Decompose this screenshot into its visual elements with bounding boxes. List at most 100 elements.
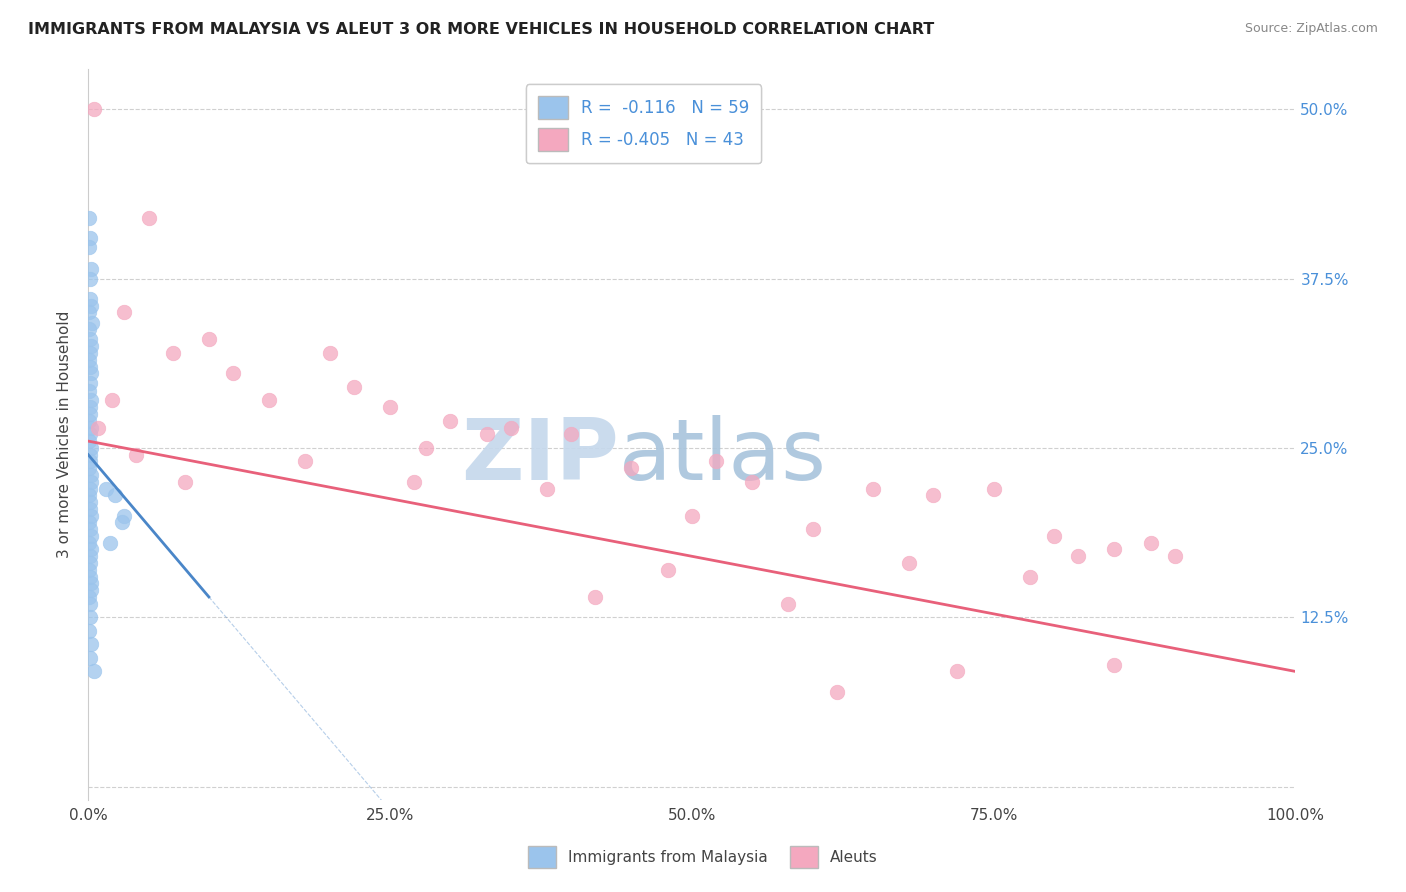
Point	[79, 407, 101, 421]
Point	[98, 535, 121, 549]
Point	[80, 542, 103, 557]
Point	[1164, 549, 1187, 564]
Point	[620, 461, 643, 475]
Point	[79, 448, 101, 462]
Text: ZIP: ZIP	[461, 415, 620, 498]
Point	[825, 685, 848, 699]
Point	[101, 393, 124, 408]
Text: atlas: atlas	[620, 415, 827, 498]
Point	[79, 292, 101, 306]
Point	[79, 401, 101, 415]
Point	[79, 549, 101, 564]
Point	[79, 590, 101, 604]
Point	[79, 384, 101, 398]
Point	[79, 651, 101, 665]
Legend: R =  -0.116   N = 59, R = -0.405   N = 43: R = -0.116 N = 59, R = -0.405 N = 43	[526, 84, 761, 163]
Point	[1018, 569, 1040, 583]
Point	[499, 420, 522, 434]
Point	[79, 420, 101, 434]
Point	[173, 475, 195, 489]
Point	[257, 393, 280, 408]
Point	[922, 488, 945, 502]
Point	[439, 414, 461, 428]
Point	[79, 488, 101, 502]
Point	[80, 508, 103, 523]
Point	[80, 299, 103, 313]
Point	[560, 427, 582, 442]
Point	[79, 376, 101, 390]
Point	[80, 316, 103, 330]
Point	[79, 569, 101, 583]
Point	[79, 495, 101, 509]
Point	[536, 482, 558, 496]
Point	[294, 454, 316, 468]
Point	[657, 563, 679, 577]
Point	[222, 367, 245, 381]
Point	[801, 522, 824, 536]
Point	[79, 305, 101, 319]
Point	[80, 583, 103, 598]
Point	[343, 380, 366, 394]
Point	[96, 482, 118, 496]
Point	[378, 401, 401, 415]
Point	[79, 522, 101, 536]
Point	[79, 454, 101, 468]
Point	[79, 367, 101, 381]
Point	[79, 359, 101, 374]
Point	[111, 516, 134, 530]
Point	[80, 393, 103, 408]
Point	[741, 475, 763, 489]
Point	[198, 333, 221, 347]
Point	[80, 339, 103, 353]
Point	[77, 240, 100, 254]
Point	[862, 482, 884, 496]
Point	[79, 597, 101, 611]
Point	[318, 346, 340, 360]
Point	[83, 665, 105, 679]
Point	[112, 508, 135, 523]
Point	[79, 346, 101, 360]
Point	[404, 475, 426, 489]
Point	[1104, 657, 1126, 672]
Point	[79, 576, 101, 591]
Point	[79, 434, 101, 449]
Point	[162, 346, 184, 360]
Point	[946, 665, 969, 679]
Point	[80, 467, 103, 482]
Point	[79, 271, 101, 285]
Point	[77, 516, 100, 530]
Point	[138, 211, 160, 225]
Point	[79, 610, 101, 624]
Point	[704, 454, 727, 468]
Point	[87, 420, 110, 434]
Point	[77, 461, 100, 475]
Point	[778, 597, 800, 611]
Point	[681, 508, 703, 523]
Point	[79, 333, 101, 347]
Point	[80, 441, 103, 455]
Point	[79, 482, 101, 496]
Point	[79, 211, 101, 225]
Point	[80, 637, 103, 651]
Point	[77, 352, 100, 367]
Point	[104, 488, 127, 502]
Point	[79, 262, 101, 277]
Point	[79, 529, 101, 543]
Point	[83, 102, 105, 116]
Text: IMMIGRANTS FROM MALAYSIA VS ALEUT 3 OR MORE VEHICLES IN HOUSEHOLD CORRELATION CH: IMMIGRANTS FROM MALAYSIA VS ALEUT 3 OR M…	[28, 22, 935, 37]
Point	[79, 556, 101, 570]
Point	[1067, 549, 1090, 564]
Point	[79, 231, 101, 245]
Point	[79, 427, 101, 442]
Y-axis label: 3 or more Vehicles in Household: 3 or more Vehicles in Household	[58, 310, 72, 558]
Point	[898, 556, 921, 570]
Point	[77, 563, 100, 577]
Legend: Immigrants from Malaysia, Aleuts: Immigrants from Malaysia, Aleuts	[520, 838, 886, 875]
Point	[125, 448, 148, 462]
Point	[112, 305, 135, 319]
Point	[1104, 542, 1126, 557]
Point	[77, 321, 100, 335]
Point	[1139, 535, 1161, 549]
Text: Source: ZipAtlas.com: Source: ZipAtlas.com	[1244, 22, 1378, 36]
Point	[79, 475, 101, 489]
